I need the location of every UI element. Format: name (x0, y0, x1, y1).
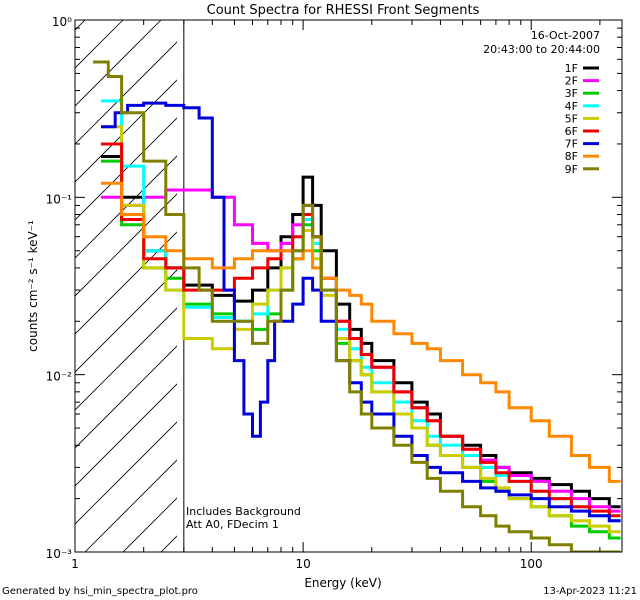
y-tick-label: 10⁰ (52, 15, 72, 29)
hatch-line (75, 155, 177, 259)
legend-label-7f: 7F (565, 138, 578, 151)
series-line-8f (101, 181, 621, 483)
series-line-4f (101, 99, 621, 523)
background-annotation: Includes Background (186, 505, 301, 518)
legend-label-3f: 3F (565, 87, 578, 100)
plot-frame (74, 19, 623, 553)
y-tick-label: 10⁻² (46, 370, 73, 384)
hatch-line (75, 193, 177, 297)
hatch-line (75, 41, 177, 145)
series-line-1f (101, 155, 621, 509)
series-line-5f (101, 125, 621, 534)
hatch-line (75, 383, 177, 487)
hatch-line (75, 20, 86, 31)
hatch-line (75, 421, 177, 525)
y-axis: 10⁻³ 10⁻² 10⁻¹ 10⁰ (46, 15, 622, 561)
series-layer (93, 60, 621, 552)
legend-label-9f: 9F (565, 163, 578, 176)
y-axis-label: counts cm⁻² s⁻¹ keV⁻¹ (26, 220, 40, 352)
y-tick-label: 10⁻³ (46, 547, 73, 561)
hatch-line (75, 20, 162, 107)
legend-label-2f: 2F (565, 75, 578, 88)
generated-date-footer: 13-Apr-2023 11:21 (543, 586, 637, 597)
chart-title: Count Spectra for RHESSI Front Segments (207, 3, 480, 18)
legend-label-6f: 6F (565, 125, 578, 138)
legend-label-5f: 5F (565, 112, 578, 125)
background-hatch-region (75, 20, 177, 552)
observation-time-range: 20:43:00 to 20:44:00 (483, 43, 600, 56)
series-line-9f (93, 60, 621, 552)
x-tick-label: 100 (520, 557, 543, 571)
legend-label-8f: 8F (565, 150, 578, 163)
legend-label-4f: 4F (565, 100, 578, 113)
hatch-line (75, 231, 177, 335)
series-line-7f (101, 101, 621, 523)
x-axis-label: Energy (keV) (304, 576, 381, 590)
attenuator-annotation: Att A0, FDecim 1 (186, 518, 279, 531)
hatch-line (84, 459, 177, 552)
y-tick-label: 10⁻¹ (46, 192, 73, 206)
x-axis: 1 10 100 (71, 20, 601, 571)
hatch-line (75, 269, 177, 373)
x-tick-label: 10 (295, 557, 310, 571)
hatch-line (75, 79, 177, 183)
generated-by-footer: Generated by hsi_min_spectra_plot.pro (2, 586, 198, 597)
x-tick-label: 1 (71, 557, 79, 571)
hatch-line (75, 307, 177, 411)
observation-date: 16-Oct-2007 (531, 29, 600, 42)
legend-label-1f: 1F (565, 62, 578, 75)
